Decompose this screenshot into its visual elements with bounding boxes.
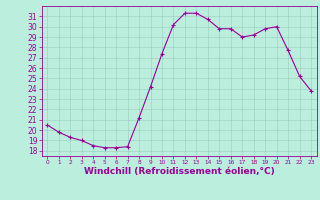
X-axis label: Windchill (Refroidissement éolien,°C): Windchill (Refroidissement éolien,°C) [84, 167, 275, 176]
